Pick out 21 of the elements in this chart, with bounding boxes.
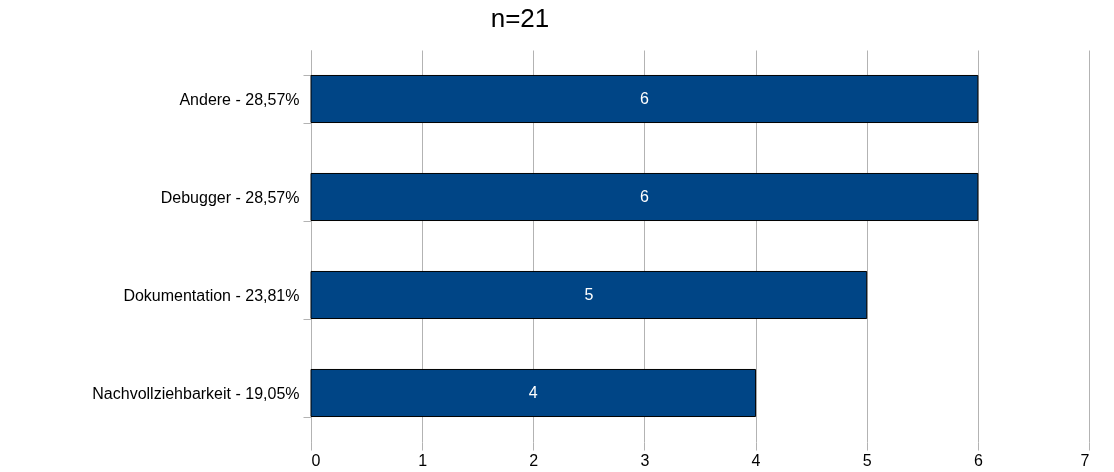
- x-tick-label: 6: [973, 451, 983, 469]
- y-tick-label: Nachvollziehbarkeit - 19,05%: [92, 384, 300, 402]
- bar: [310, 368, 757, 418]
- bar: [310, 172, 979, 222]
- data-label: 6: [639, 188, 649, 205]
- y-tick-label: Andere - 28,57%: [179, 90, 300, 108]
- x-tick-label: 0: [311, 451, 321, 469]
- x-tick-label: 4: [751, 451, 761, 469]
- x-tick-label: 1: [418, 451, 428, 469]
- bar: [310, 270, 868, 320]
- y-tick-label: Debugger - 28,57%: [160, 188, 300, 206]
- data-label: 5: [584, 286, 594, 303]
- data-label: 4: [528, 384, 538, 401]
- x-tick-label: 7: [1080, 451, 1090, 469]
- y-tick-label: Dokumentation - 23,81%: [123, 286, 300, 304]
- data-label: 6: [639, 90, 649, 107]
- x-tick-label: 2: [529, 451, 539, 469]
- x-tick-label: 5: [862, 451, 872, 469]
- x-tick-label: 3: [640, 451, 650, 469]
- chart-title: n=21: [490, 3, 550, 33]
- bar: [310, 74, 979, 124]
